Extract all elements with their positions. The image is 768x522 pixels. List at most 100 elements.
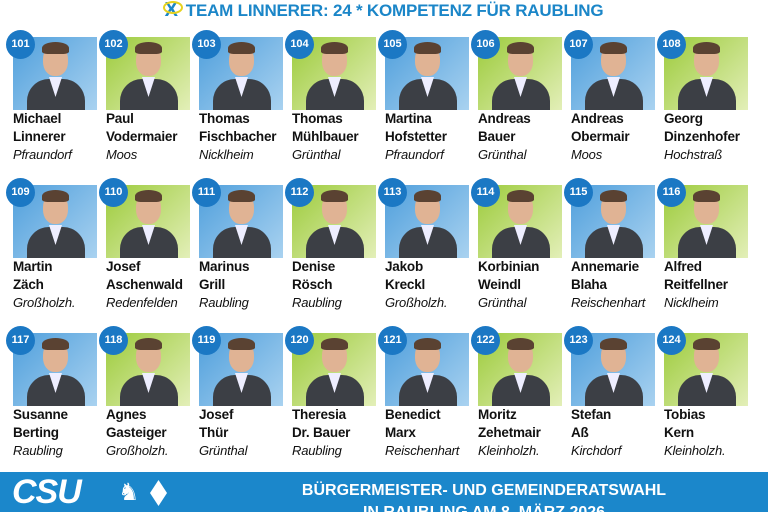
candidate-photo: [199, 185, 283, 258]
candidate-photo: [478, 333, 562, 406]
candidate-first-name: Martin: [13, 259, 53, 274]
candidate-photo: [385, 185, 469, 258]
candidate-place: Kleinholzh.: [478, 443, 540, 458]
candidate-number-badge: 110: [99, 178, 128, 207]
candidate-first-name: Susanne: [13, 407, 68, 422]
candidate-place: Grünthal: [199, 443, 248, 458]
candidate-first-name: Theresia: [292, 407, 346, 422]
candidate-last-name: Kern: [664, 425, 694, 440]
candidate-number-badge: 117: [6, 326, 35, 355]
candidate-last-name: Rösch: [292, 277, 333, 292]
candidate-number-badge: 114: [471, 178, 500, 207]
candidate-first-name: Paul: [106, 111, 134, 126]
candidate-photo: [292, 333, 376, 406]
candidate-photo: [385, 333, 469, 406]
candidate-last-name: Dinzenhofer: [664, 129, 740, 144]
candidate-number-badge: 103: [192, 30, 221, 59]
csu-logo: CSU: [12, 473, 82, 511]
ballot-x-icon: X: [162, 0, 183, 21]
candidate-first-name: Thomas: [199, 111, 250, 126]
candidate-last-name: Bauer: [478, 129, 516, 144]
candidate-last-name: Marx: [385, 425, 416, 440]
candidate-place: Kleinholzh.: [664, 443, 726, 458]
candidate-number-badge: 104: [285, 30, 314, 59]
candidate-photo: [199, 37, 283, 110]
candidate-first-name: Tobias: [664, 407, 706, 422]
candidate-first-name: Jakob: [385, 259, 424, 274]
candidate-first-name: Alfred: [664, 259, 702, 274]
footer-banner: CSU ♞ BÜRGERMEISTER- UND GEMEINDERATSWAH…: [0, 472, 768, 521]
candidate-first-name: Georg: [664, 111, 703, 126]
candidate-place: Kirchdorf: [571, 443, 622, 458]
candidate-place: Moos: [571, 147, 602, 162]
candidate-place: Raubling: [13, 443, 63, 458]
candidate-first-name: Michael: [13, 111, 62, 126]
candidate-first-name: Moritz: [478, 407, 517, 422]
candidate-place: Pfraundorf: [13, 147, 72, 162]
candidate-place: Grünthal: [292, 147, 341, 162]
candidate-last-name: Zehetmair: [478, 425, 541, 440]
candidate-last-name: Zäch: [13, 277, 44, 292]
candidate-first-name: Korbinian: [478, 259, 540, 274]
candidate-number-badge: 122: [471, 326, 500, 355]
candidate-place: Nicklheim: [199, 147, 254, 162]
candidate-place: Raubling: [292, 295, 342, 310]
candidate-first-name: Andreas: [478, 111, 531, 126]
candidate-first-name: Benedict: [385, 407, 441, 422]
candidate-place: Moos: [106, 147, 137, 162]
candidate-place: Großholzh.: [13, 295, 76, 310]
candidate-number-badge: 102: [99, 30, 128, 59]
candidate-number-badge: 105: [378, 30, 407, 59]
candidate-photo: [106, 333, 190, 406]
candidate-photo: [571, 333, 655, 406]
diamond-icon: [150, 480, 167, 506]
candidate-first-name: Annemarie: [571, 259, 639, 274]
candidate-number-badge: 106: [471, 30, 500, 59]
candidate-last-name: Berting: [13, 425, 59, 440]
candidate-number-badge: 119: [192, 326, 221, 355]
candidate-last-name: Thür: [199, 425, 229, 440]
candidate-number-badge: 112: [285, 178, 314, 207]
candidate-photo: [478, 37, 562, 110]
candidate-last-name: Grill: [199, 277, 226, 292]
candidate-place: Raubling: [292, 443, 342, 458]
election-date: IN RAUBLING AM 8. MÄRZ 2026: [362, 504, 606, 521]
candidate-number-badge: 124: [657, 326, 686, 355]
candidate-number-badge: 107: [564, 30, 593, 59]
candidate-photo: [13, 333, 97, 406]
candidate-photo: [13, 37, 97, 110]
candidate-last-name: Linnerer: [13, 129, 66, 144]
candidate-place: Reischenhart: [385, 443, 460, 458]
election-title: BÜRGERMEISTER- UND GEMEINDERATSWAHL: [301, 482, 667, 499]
candidate-place: Redenfelden: [106, 295, 178, 310]
candidate-first-name: Agnes: [106, 407, 147, 422]
candidate-number-badge: 111: [192, 178, 221, 207]
candidate-place: Großholzh.: [385, 295, 448, 310]
candidate-place: Hochstraß: [664, 147, 723, 162]
candidate-place: Großholzh.: [106, 443, 169, 458]
candidate-last-name: Kreckl: [385, 277, 426, 292]
candidate-number-badge: 109: [6, 178, 35, 207]
candidate-number-badge: 123: [564, 326, 593, 355]
candidate-last-name: Vodermaier: [106, 129, 178, 144]
candidate-last-name: Obermair: [571, 129, 630, 144]
candidate-number-badge: 118: [99, 326, 128, 355]
candidate-place: Reischenhart: [571, 295, 646, 310]
page-title: X TEAM LINNERER: 24 * KOMPETENZ FÜR RAUBL…: [0, 0, 768, 22]
title-text: TEAM LINNERER: 24 * KOMPETENZ FÜR RAUBLI…: [185, 1, 604, 20]
candidate-place: Grünthal: [478, 147, 527, 162]
candidate-last-name: Hofstetter: [385, 129, 447, 144]
candidate-first-name: Josef: [106, 259, 141, 274]
candidate-number-badge: 116: [657, 178, 686, 207]
candidate-place: Grünthal: [478, 295, 527, 310]
candidate-number-badge: 108: [657, 30, 686, 59]
candidate-first-name: Stefan: [571, 407, 612, 422]
candidate-last-name: Aß: [571, 425, 589, 440]
candidate-last-name: Aschenwald: [106, 277, 183, 292]
candidate-place: Pfraundorf: [385, 147, 444, 162]
candidate-last-name: Weindl: [478, 277, 521, 292]
candidate-photo: [106, 37, 190, 110]
candidate-last-name: Gasteiger: [106, 425, 167, 440]
candidate-first-name: Andreas: [571, 111, 624, 126]
candidate-first-name: Denise: [292, 259, 336, 274]
